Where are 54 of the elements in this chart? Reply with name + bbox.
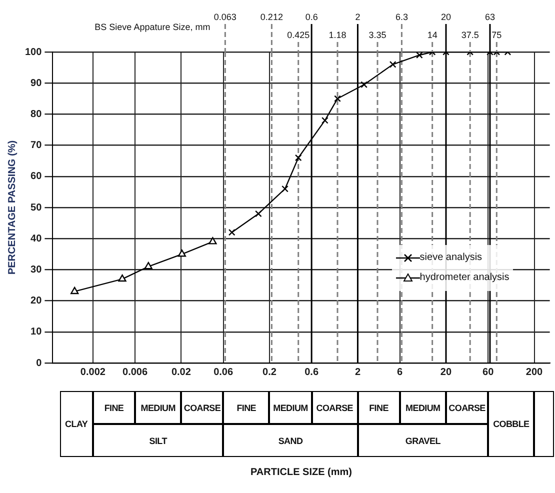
legend-label: hydrometer analysis (420, 272, 510, 284)
x-tick-label: 0.2 (262, 366, 277, 378)
x-tick-label: 2 (354, 366, 361, 378)
text: COARSE (448, 402, 486, 412)
y-tick-label: 70 (30, 140, 42, 152)
x-tick-label: 20 (440, 366, 452, 378)
text: PARTICLE SIZE (mm) (250, 467, 352, 478)
ref-line-label: 2 (355, 12, 360, 22)
text: FINE (369, 402, 388, 412)
y-tick-label: 90 (30, 78, 42, 89)
text: COBBLE (493, 419, 530, 429)
x-tick-label: 0.06 (214, 366, 234, 378)
text: COARSE (316, 402, 353, 412)
y-tick-label: 60 (30, 171, 42, 182)
text: CLAY (65, 419, 88, 429)
text: FINE (104, 402, 124, 412)
x-tick-label: 0.002 (80, 366, 106, 378)
y-tick-label: 80 (30, 108, 42, 120)
text: SILT (149, 436, 167, 446)
ref-line-label: 63 (484, 12, 495, 22)
text: MEDIUM (140, 402, 176, 412)
y-tick-label: 30 (30, 264, 42, 276)
ref-line-label: 75 (492, 30, 502, 40)
y-tick-label: 10 (30, 326, 42, 338)
ref-line-label: 1.18 (328, 30, 346, 40)
y-tick-label: 100 (24, 46, 42, 58)
ref-line-label: 37.5 (461, 30, 479, 40)
text: COARSE (184, 402, 221, 412)
ref-line-label: 0.425 (287, 30, 310, 40)
legend-label: sieve analysis (420, 252, 482, 264)
x-tick-label: 200 (526, 366, 544, 378)
y-tick-label: 50 (30, 202, 42, 214)
text: GRAVEL (405, 436, 440, 446)
y-axis-title: PERCENTAGE PASSING (%) (6, 140, 18, 275)
y-tick-label: 20 (30, 296, 42, 307)
ref-line-label: 14 (427, 30, 438, 40)
x-tick-label: 0.02 (171, 366, 192, 378)
text: MEDIUM (406, 402, 440, 412)
text: FINE (236, 402, 256, 412)
x-tick-label: 60 (482, 366, 494, 378)
x-tick-label: 6 (397, 366, 404, 378)
ref-line-label: 0.063 (214, 12, 236, 22)
ref-line-label: 0.6 (305, 12, 318, 22)
text: SAND (278, 436, 303, 446)
ref-line-label: 0.212 (260, 12, 283, 22)
x-tick-label: 0.006 (122, 366, 148, 378)
y-tick-label: 40 (30, 233, 42, 244)
x-tick-label: 0.6 (304, 366, 319, 378)
ref-line-label: 6.3 (395, 12, 408, 22)
y-tick-label: 0 (36, 358, 42, 369)
ref-line-label: 3.35 (368, 30, 386, 40)
text: MEDIUM (273, 402, 308, 412)
text: BS Sieve Appature Size, mm (94, 22, 210, 32)
ref-line-label: 20 (440, 12, 451, 22)
